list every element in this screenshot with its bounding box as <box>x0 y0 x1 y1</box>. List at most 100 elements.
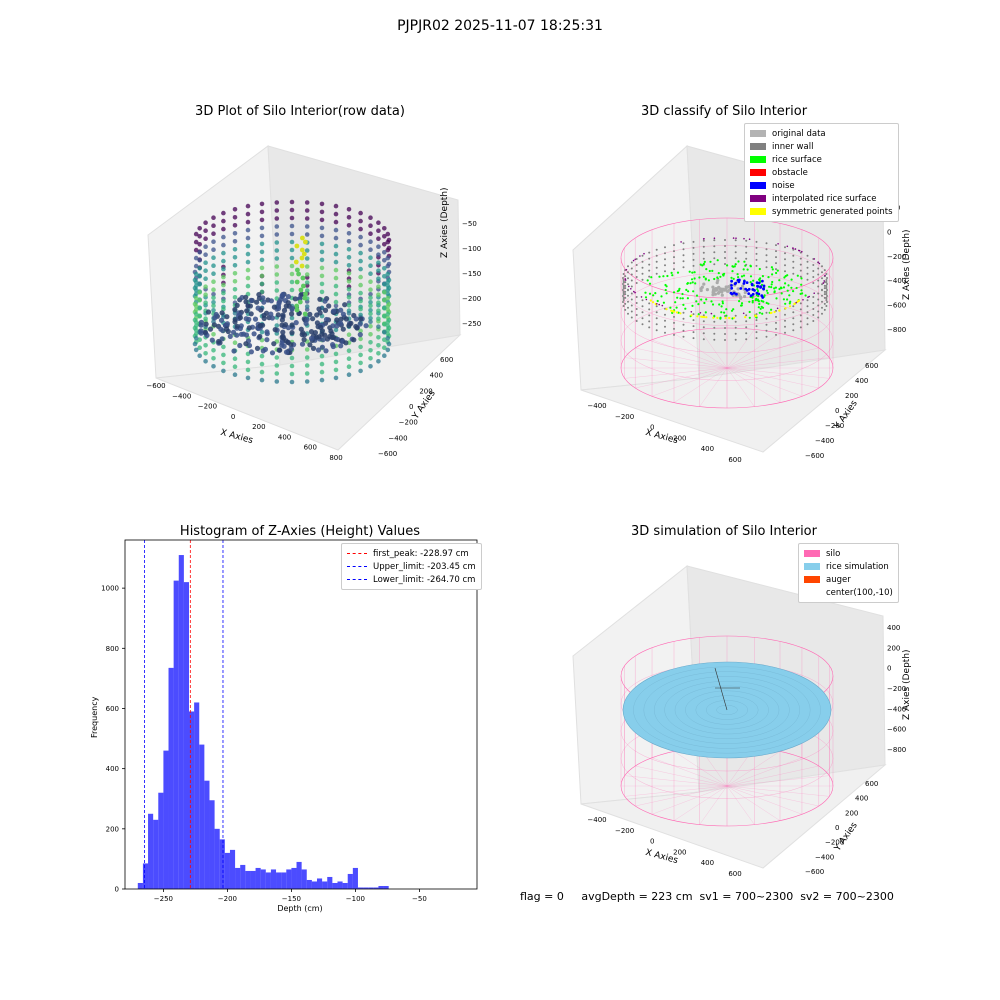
cls-inner-wall-point <box>745 314 748 317</box>
histogram-bar <box>260 869 266 889</box>
histogram-bar <box>250 870 256 889</box>
raw-point <box>358 306 363 312</box>
cls-noise-point <box>738 278 741 282</box>
raw-point <box>346 247 352 252</box>
histogram-bar <box>142 863 149 889</box>
raw-point <box>304 208 310 213</box>
raw-point <box>385 279 391 285</box>
histogram-bar <box>214 828 220 889</box>
cls-inner-wall-point <box>745 251 748 254</box>
histogram-bar <box>163 750 169 889</box>
cls-inner-wall-point <box>713 257 716 260</box>
raw-point <box>289 305 295 312</box>
cls-inner-wall-point <box>641 323 644 326</box>
cls-inner-wall-point <box>724 251 726 253</box>
cls-inner-wall-point <box>648 314 651 317</box>
cls-inner-wall-point <box>734 245 737 248</box>
cls-inner-wall-point <box>821 294 823 297</box>
histogram-bar <box>317 878 323 889</box>
raw-point-cloud <box>192 199 392 385</box>
cls-rice-surface-point <box>733 265 736 268</box>
cls-inner-wall-point <box>825 293 828 295</box>
raw-point <box>203 343 208 348</box>
cls-inner-wall-point <box>692 246 695 249</box>
cls-inner-wall-point <box>655 254 658 257</box>
histogram-bar <box>219 839 225 889</box>
cls-rice-surface-point <box>726 264 729 267</box>
raw-point <box>368 239 373 244</box>
silo-spoke <box>726 785 781 821</box>
raw-point <box>299 255 305 261</box>
cls-inner-wall-point <box>823 296 826 299</box>
cls-inner-wall-point <box>655 260 658 263</box>
cls-inner-wall-point <box>792 311 795 314</box>
cls-inner-wall-point <box>673 327 675 330</box>
raw-point <box>289 263 295 269</box>
raw-point <box>280 329 286 335</box>
raw-point <box>211 303 216 308</box>
y-tick-label: 400 <box>430 372 443 380</box>
histogram-bar <box>240 864 246 889</box>
histogram-bar <box>337 881 343 889</box>
raw-point <box>376 284 381 289</box>
cls-rice-surface-point <box>732 277 735 280</box>
cls-rice-surface-point <box>795 286 798 290</box>
cls-inner-wall-point <box>635 320 638 322</box>
histogram-chart[interactable]: −250 −200 −150 −100 −50 0 200 400 600 800 1000 <box>80 530 500 920</box>
raw-point <box>304 355 310 360</box>
cls-inner-wall-point <box>784 246 786 249</box>
cls-rice-surface-point <box>760 299 763 302</box>
raw-point <box>197 314 202 319</box>
z-tick-label: 200 <box>887 644 900 652</box>
cls-interpolated-point <box>813 258 816 260</box>
cls-rice-surface-point <box>665 285 668 288</box>
raw-point <box>368 319 373 324</box>
raw-point <box>221 290 226 296</box>
raw-point <box>342 302 348 308</box>
cls-original-point <box>743 294 747 299</box>
raw-point <box>382 258 387 263</box>
raw-point <box>232 372 238 377</box>
raw-point <box>203 260 208 265</box>
raw-point <box>304 264 310 269</box>
z-tick-label: −50 <box>462 220 477 228</box>
raw-3d-plot[interactable]: −600 −400 −200 0 200 400 600 800 −600 −400 −200 0 20… <box>140 140 500 470</box>
cls-inner-wall-point <box>624 308 627 311</box>
cls-inner-wall-point <box>692 252 695 255</box>
raw-point <box>358 242 363 248</box>
cls-inner-wall-point <box>826 295 828 297</box>
cls-symmetric-point <box>705 316 708 319</box>
raw-point <box>246 325 252 331</box>
histogram-bars <box>137 555 389 889</box>
legend-item: auger <box>804 573 893 586</box>
cls-rice-surface-point <box>796 274 799 277</box>
sim-3d-plot[interactable]: −400 −200 0 200 400 600 −600 −400 −200 0 200 400 600… <box>565 560 925 880</box>
cls-inner-wall-point <box>817 316 820 319</box>
histogram-x-tick-label: −250 <box>154 895 173 903</box>
y-tick-label: −400 <box>815 437 834 445</box>
raw-point <box>304 280 310 285</box>
z-tick-label: −800 <box>887 746 906 754</box>
cls-inner-wall-point <box>624 296 627 299</box>
cls-inner-wall-point <box>630 298 633 301</box>
cls-symmetric-point <box>728 316 731 320</box>
cls-rice-surface-point <box>800 283 803 286</box>
cls-inner-wall-point <box>765 260 768 263</box>
raw-point <box>264 331 270 337</box>
raw-point <box>334 317 340 323</box>
axis-tick-labels: −600 −400 −200 0 200 400 600 800 −600 −400 −200 0 20… <box>146 220 481 462</box>
cls-inner-wall-point <box>734 326 737 329</box>
histogram-bar <box>327 876 333 889</box>
cls-inner-wall-point <box>745 257 748 260</box>
cls-noise-point <box>734 281 738 285</box>
cls-inner-wall-point <box>692 337 695 340</box>
raw-point <box>292 296 298 302</box>
cls-rice-surface-point <box>778 279 781 282</box>
y-tick-label: 0 <box>835 407 839 415</box>
cls-inner-wall-point <box>784 313 786 316</box>
histogram-y-label: Frequency <box>90 696 99 738</box>
silo-spoke <box>673 785 728 821</box>
raw-point <box>301 251 307 257</box>
cls-rice-surface-point <box>788 302 791 305</box>
cls-inner-wall-point <box>641 260 644 263</box>
